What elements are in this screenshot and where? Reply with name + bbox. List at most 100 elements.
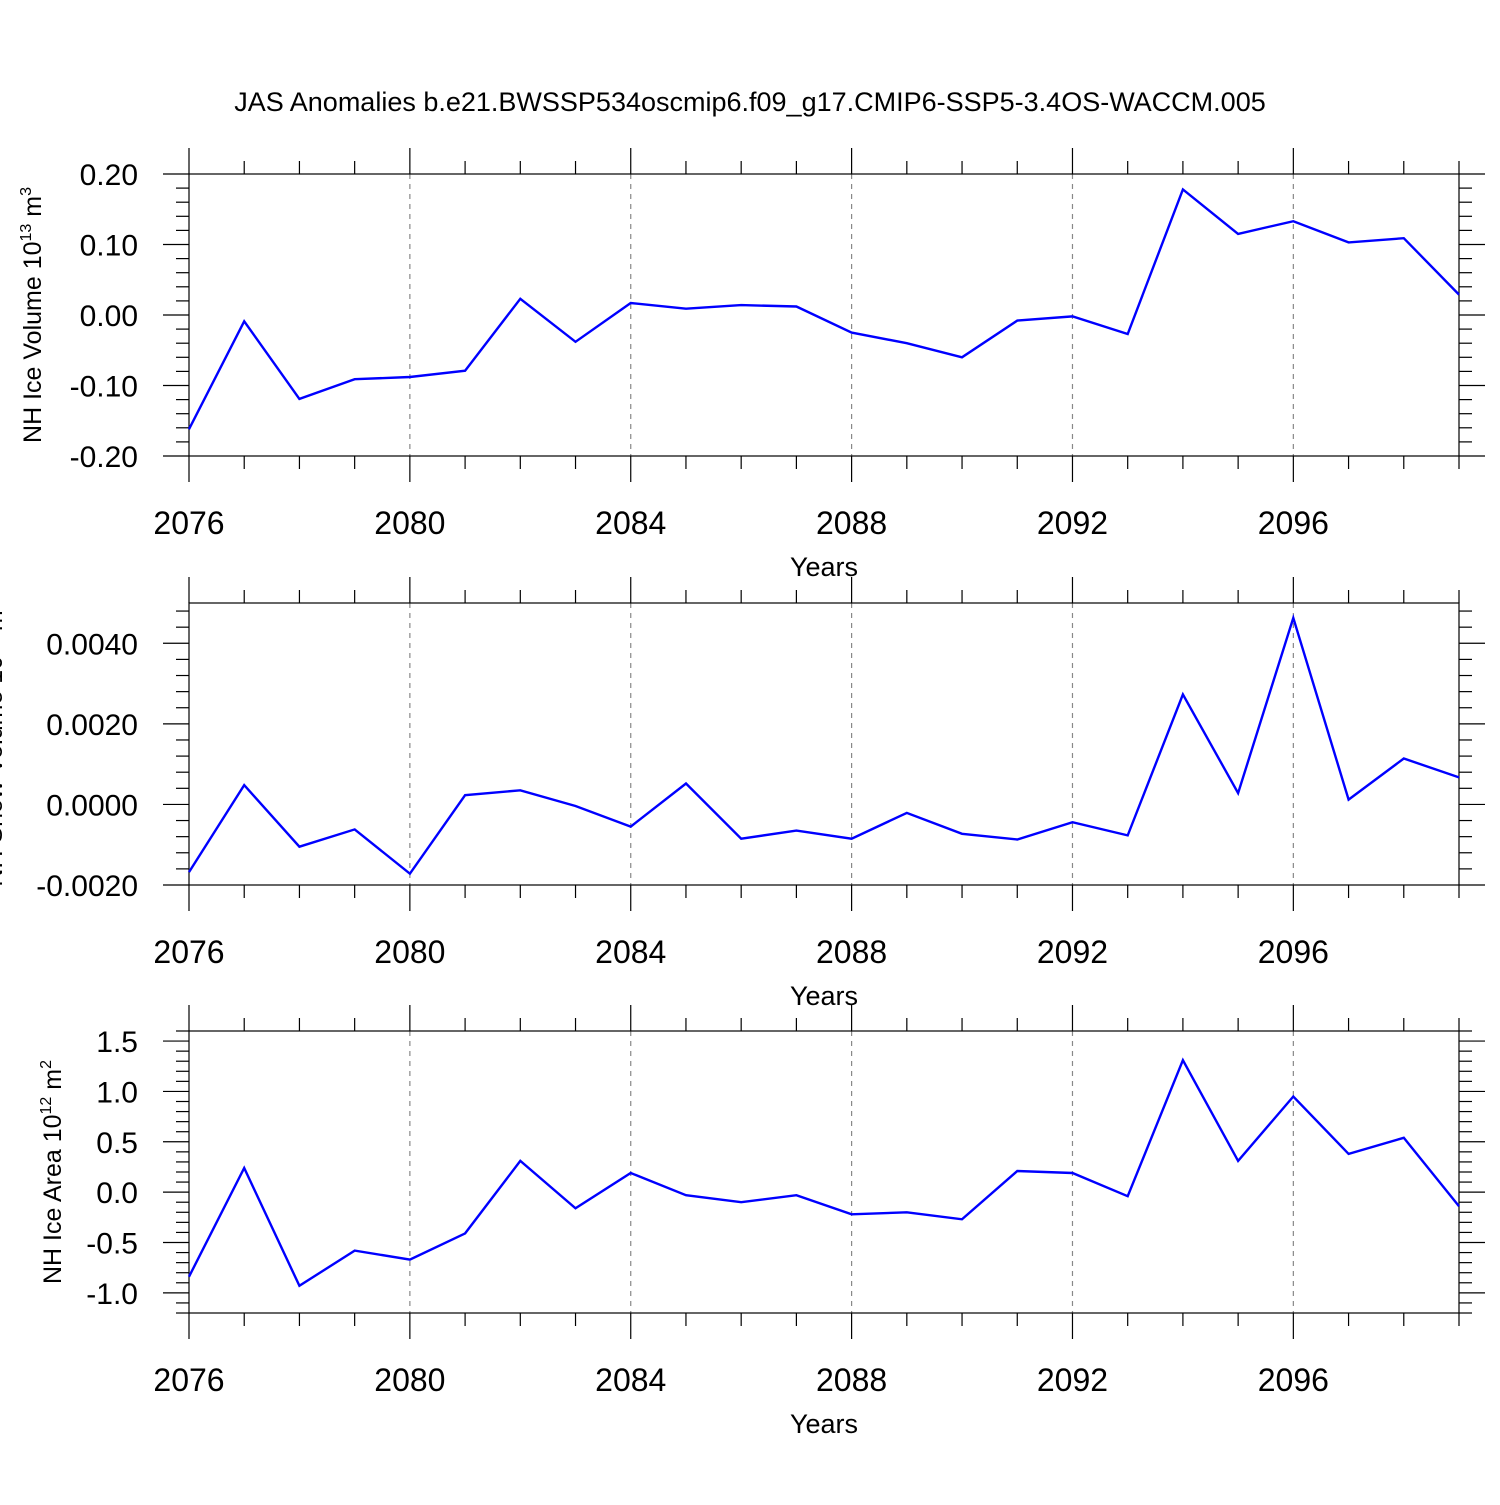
data-point [1456,774,1462,780]
y-tick-label: 0.0000 [46,789,138,822]
y-axis-label-exp: 12 [38,1097,55,1115]
data-point [573,1205,579,1211]
x-tick-label: 2076 [153,505,224,541]
data-point [296,844,302,850]
data-point [1069,313,1075,319]
figure-title: JAS Anomalies b.e21.BWSSP534oscmip6.f09_… [234,87,1265,117]
data-point [517,296,523,302]
data-point [1235,790,1241,796]
y-tick-label: -0.10 [70,371,138,404]
data-point [462,368,468,374]
data-point [1125,1193,1131,1199]
x-tick-label: 2096 [1258,934,1329,970]
y-tick-label: 0.0020 [46,709,138,742]
y-axis-label-exp: 13 [18,224,35,242]
data-point [959,1216,965,1222]
y-axis-label-text: NH Snow Volume 10 [0,656,8,887]
x-tick-label: 2088 [816,505,887,541]
data-point [352,1248,358,1254]
data-point [1125,331,1131,337]
panel-ice-area: 2076 2080 2084 2088 2092 2096 Years -1.0 -0.5 0.0… [38,1005,1485,1439]
y-tick-label: -0.0020 [36,870,138,903]
data-point [241,318,247,324]
y-tick-label: 1.0 [96,1076,138,1109]
data-point [849,1211,855,1217]
data-point [738,1199,744,1205]
y-tick-label: -1.0 [86,1278,138,1311]
y-axis-label-unit: m [39,1069,67,1097]
data-point [683,306,689,312]
x-tick-label: 2092 [1037,934,1108,970]
data-point [628,824,634,830]
data-point [352,376,358,382]
data-point [738,302,744,308]
plot-frame [188,173,1460,457]
y-axis-label-text: NH Ice Area 10 [39,1114,67,1284]
x-tick-label: 2084 [595,1362,666,1398]
data-point [738,836,744,842]
data-point [849,836,855,842]
data-point [517,787,523,793]
y-axis-label-unit: m [19,196,47,224]
y-axis-label-text: NH Ice Volume 10 [19,241,47,443]
data-point [1069,1170,1075,1176]
y-tick-label: 0.00 [80,300,138,333]
data-point [1401,235,1407,241]
data-point [683,1192,689,1198]
y-tick-label: 0.20 [80,159,138,192]
data-point [241,782,247,788]
y-axis-label: NH Ice Volume 1013 m3 [18,187,47,443]
data-point [793,304,799,310]
panel-snow-volume: 2076 2080 2084 2088 2092 2096 Years -0.0020 0.00… [0,577,1485,1011]
y-tick-label: 0.10 [80,230,138,263]
data-point [1014,318,1020,324]
data-point [462,792,468,798]
data-point [407,374,413,380]
data-point [1346,239,1352,245]
x-tick-label: 2088 [816,934,887,970]
data-point [959,354,965,360]
y-axis-label-unit: m [0,610,8,638]
data-point [1235,1158,1241,1164]
data-point [186,1274,192,1280]
y-tick-label: 0.0 [96,1177,138,1210]
data-point [959,831,965,837]
x-tick-label: 2080 [374,1362,445,1398]
data-point [904,340,910,346]
data-point [793,828,799,834]
series-line-ice-volume [187,187,1460,430]
data-point [1069,819,1075,825]
x-tick-label: 2080 [374,505,445,541]
y-tick-label: -0.5 [86,1228,138,1261]
y-axis-label: NH Snow Volume 1013 m3 [0,601,8,886]
data-point [462,1230,468,1236]
data-point [1290,1093,1296,1099]
data-point [1180,187,1186,193]
data-point [241,1165,247,1171]
y-axis-label-unit-exp: 3 [18,187,35,196]
data-point [1401,756,1407,762]
data-point [352,826,358,832]
x-tick-label: 2096 [1258,1362,1329,1398]
data-point [1125,832,1131,838]
data-point [1014,1168,1020,1174]
x-tick-label: 2084 [595,505,666,541]
x-tick-label: 2084 [595,934,666,970]
data-point [1290,615,1296,621]
y-axis-label-unit-exp: 2 [38,1060,55,1069]
data-point [849,330,855,336]
plot-frame [188,1030,1460,1314]
y-tick-label: 0.5 [96,1127,138,1160]
y-tick-label: 1.5 [96,1026,138,1059]
data-point [186,869,192,875]
y-tick-label: 0.0040 [46,628,138,661]
x-tick-label: 2096 [1258,505,1329,541]
panel-ice-volume: 2076 2080 2084 2088 2092 2096 Years -0.20 -0.10 0… [18,148,1485,582]
data-point [1401,1135,1407,1141]
data-point [573,803,579,809]
data-point [628,300,634,306]
data-point [793,1192,799,1198]
x-axis-label: Years [790,1409,858,1439]
y-axis-label: NH Ice Area 1012 m2 [38,1060,67,1284]
